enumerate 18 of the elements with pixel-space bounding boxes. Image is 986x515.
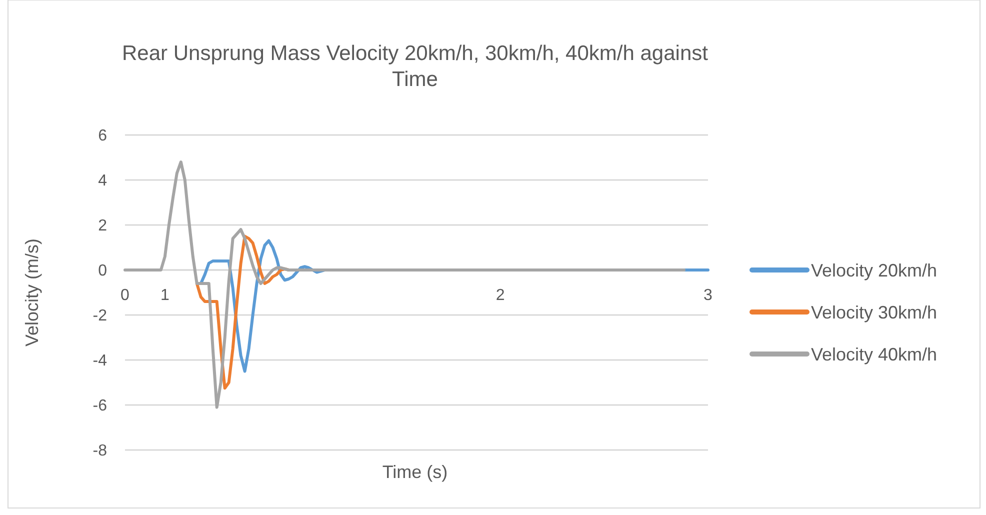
x-tick-label: 0 <box>120 287 130 304</box>
y-tick-label: -8 <box>92 442 108 460</box>
x-axis-title: Time (s) <box>382 462 448 482</box>
x-tick-label: 1 <box>160 287 170 304</box>
legend-label: Velocity 40km/h <box>811 344 938 364</box>
legend-label: Velocity 30km/h <box>811 302 938 322</box>
legend-label: Velocity 20km/h <box>811 260 938 280</box>
y-tick-label: -2 <box>92 308 108 325</box>
y-tick-label: 0 <box>98 262 108 280</box>
y-tick-label: -4 <box>92 352 108 370</box>
chart-title: Rear Unsprung Mass Velocity 20km/h, 30km/h, 40km/h against Time <box>122 42 708 91</box>
y-axis-title: Velocity (m/s) <box>22 238 42 347</box>
y-tick-label: 2 <box>98 218 108 235</box>
x-tick-label: 2 <box>496 287 505 304</box>
y-tick-label: -6 <box>92 398 108 415</box>
y-tick-label: 4 <box>98 172 108 190</box>
y-tick-label: 6 <box>98 128 108 145</box>
x-tick-label: 3 <box>704 287 713 304</box>
